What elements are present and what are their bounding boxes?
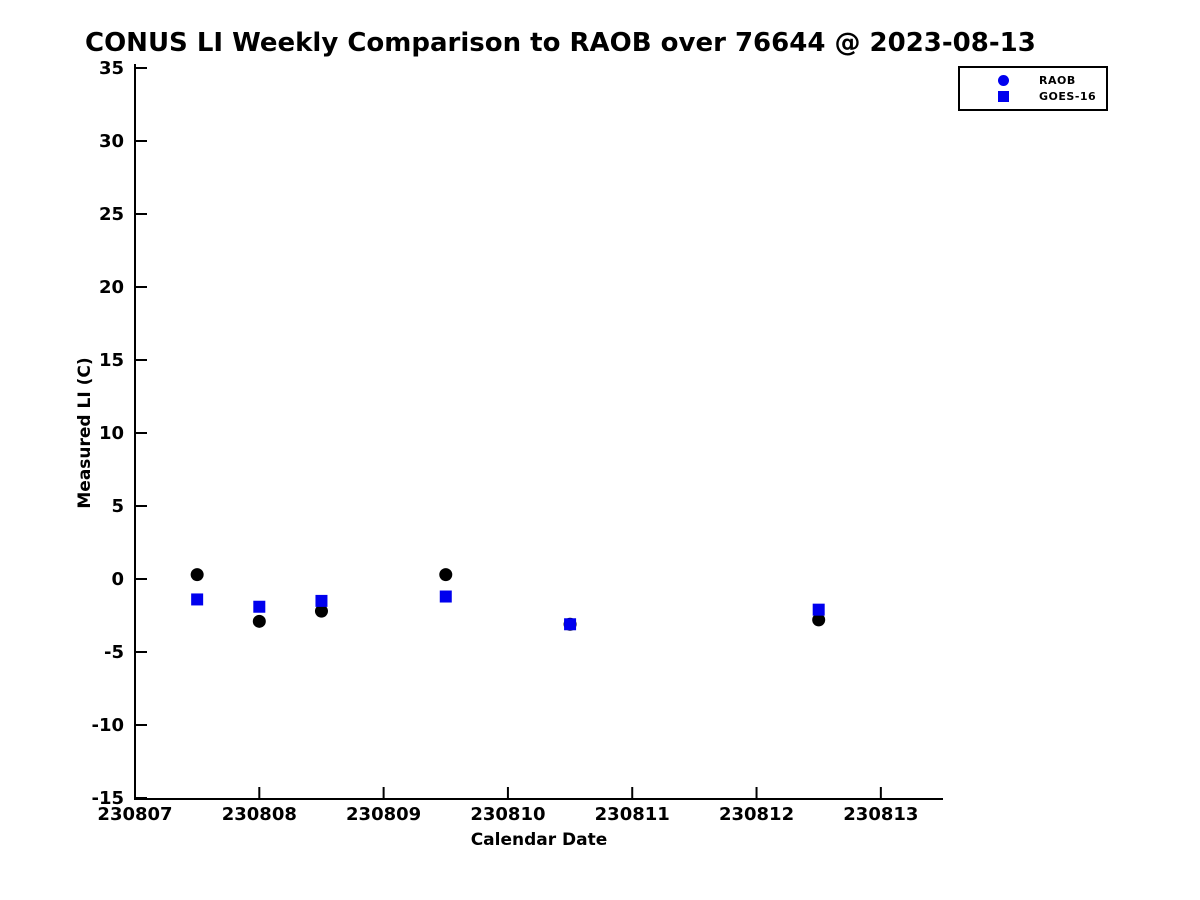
y-tick-label: 10 (99, 423, 124, 444)
data-point-goes-16 (812, 603, 825, 616)
data-points (190, 568, 826, 631)
data-point-goes-16 (191, 593, 204, 606)
data-point-raob (439, 568, 453, 582)
x-tick-label: 230809 (346, 804, 421, 825)
data-point-goes-16 (253, 600, 266, 613)
x-tick-label: 230808 (222, 804, 297, 825)
y-tick-label: -10 (91, 715, 124, 736)
y-tick-label: -5 (104, 642, 124, 663)
axis-tick-labels: -15 -10 -5 0 5 10 15 20 25 30 35 230807 230808 230809… (91, 58, 918, 825)
axis-spines (134, 64, 943, 800)
legend-item-goes16: GOES-16 (960, 88, 1106, 104)
y-tick-label: 5 (111, 496, 124, 517)
legend: RAOB GOES-16 (958, 66, 1108, 111)
square-marker-icon (998, 90, 1009, 102)
y-tick-label: 20 (99, 277, 124, 298)
x-tick-label: 230812 (719, 804, 794, 825)
data-point-raob (812, 613, 826, 627)
y-axis-label: Measured LI (C) (75, 357, 95, 509)
data-point-goes-16 (315, 594, 328, 607)
y-tick-label: 35 (99, 58, 124, 79)
circle-marker-icon (998, 74, 1009, 86)
x-tick-label: 230807 (97, 804, 172, 825)
chart-title: CONUS LI Weekly Comparison to RAOB over … (85, 28, 1036, 58)
data-point-raob (190, 568, 204, 582)
data-point-raob (314, 604, 328, 618)
axis-ticks (134, 67, 882, 799)
x-tick-label: 230811 (595, 804, 670, 825)
x-axis-label: Calendar Date (470, 830, 608, 850)
data-point-raob (252, 614, 266, 628)
data-point-goes-16 (439, 590, 452, 603)
x-tick-label: 230813 (843, 804, 918, 825)
y-tick-label: 0 (111, 569, 124, 590)
y-tick-label: -15 (91, 788, 124, 809)
legend-label: RAOB (1039, 73, 1076, 87)
x-tick-label: 230810 (470, 804, 545, 825)
data-point-goes-16 (564, 618, 577, 631)
y-tick-label: 30 (99, 131, 124, 152)
legend-item-raob: RAOB (960, 72, 1106, 88)
y-tick-label: 15 (99, 350, 124, 371)
legend-label: GOES-16 (1039, 89, 1097, 103)
y-tick-label: 25 (99, 204, 124, 225)
